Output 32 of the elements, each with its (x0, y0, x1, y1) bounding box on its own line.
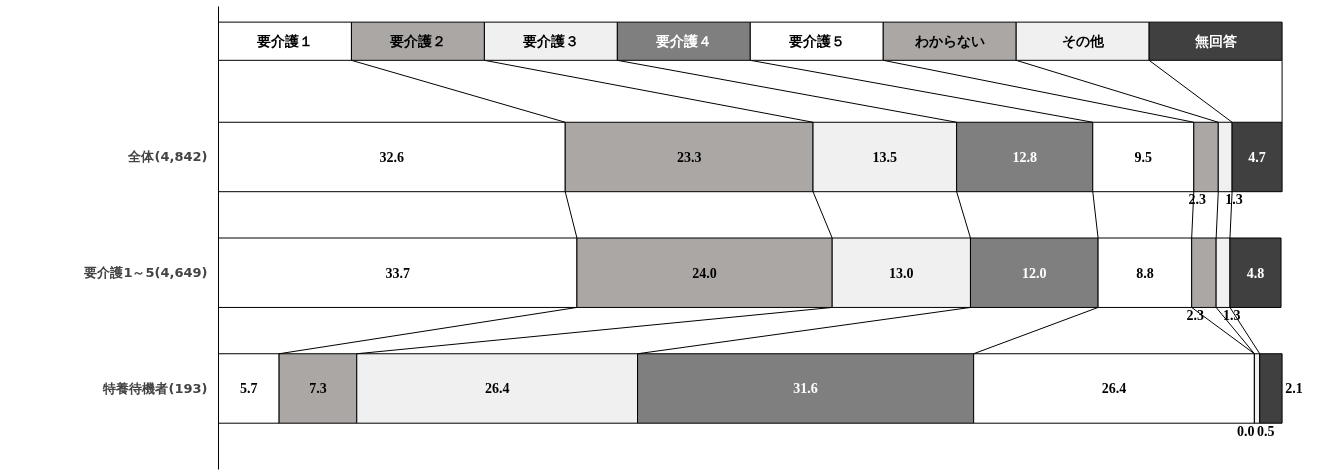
text: 要介護２ (388, 32, 446, 49)
data-label: 32.6 (379, 149, 405, 165)
data-label: 12.8 (1012, 149, 1037, 165)
data-label: 8.8 (1136, 265, 1154, 281)
data-label: 13.5 (872, 149, 898, 165)
text: 要介護３ (521, 32, 579, 49)
data-label: 24.0 (692, 265, 717, 281)
text: 要介護５ (787, 32, 845, 49)
data-label: 23.3 (676, 149, 702, 165)
data-label: 5.7 (240, 381, 258, 397)
data-label: 26.4 (1101, 381, 1127, 397)
data-label: 26.4 (484, 381, 510, 397)
data-label: 12.0 (1022, 265, 1047, 281)
data-label: 2.3 (1186, 307, 1204, 323)
data-label: 4.7 (1248, 149, 1266, 165)
data-label: 9.5 (1134, 149, 1153, 165)
data-label: 7.3 (309, 381, 327, 397)
y-tick-label: 要介護1～5(4,649) (83, 265, 208, 281)
data-label: 2.1 (1285, 381, 1303, 397)
data-label: 31.6 (793, 381, 818, 397)
text: 要介護１ (255, 32, 313, 49)
text: 無回答 (1193, 33, 1237, 49)
data-label: 0.5 (1257, 423, 1275, 439)
data-label: 4.8 (1246, 265, 1265, 281)
text: その他 (1061, 33, 1105, 49)
y-tick-label: 全体(4,842) (127, 149, 208, 165)
text: わからない (913, 33, 985, 49)
text: 要介護４ (654, 32, 712, 49)
data-label: 0.0 (1236, 423, 1255, 439)
y-tick-label: 特養待機者(193) (102, 380, 208, 396)
data-label: 33.7 (385, 265, 410, 281)
data-label: 13.0 (889, 265, 914, 281)
